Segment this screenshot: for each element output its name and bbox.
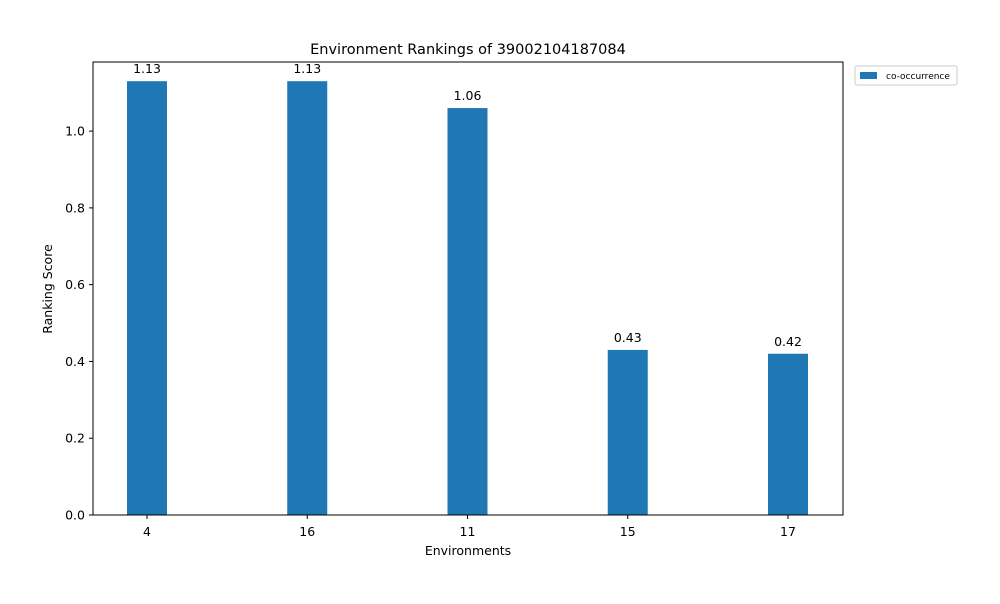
x-tick-label: 4 — [143, 524, 151, 539]
bar — [607, 349, 648, 515]
y-tick-label: 0.4 — [65, 354, 85, 369]
x-tick-label: 16 — [299, 524, 315, 539]
bar-value-label: 1.06 — [454, 88, 482, 103]
bar-value-label: 1.13 — [293, 61, 321, 76]
y-tick-label: 0.8 — [65, 200, 85, 215]
y-tick-label: 0.2 — [65, 431, 85, 446]
y-axis-label: Ranking Score — [40, 244, 55, 334]
bar — [287, 81, 328, 515]
legend-frame — [854, 65, 958, 86]
bar — [768, 353, 808, 515]
bar-value-label: 0.42 — [774, 334, 802, 349]
bar — [447, 108, 488, 515]
legend-label: co-occurrence — [886, 72, 950, 82]
bar-value-label: 0.43 — [614, 330, 642, 345]
chart-title: Environment Rankings of 39002104187084 — [310, 42, 626, 58]
x-tick-label: 15 — [620, 524, 636, 539]
legend-swatch — [860, 72, 877, 79]
bar-value-label: 1.13 — [133, 61, 161, 76]
plot-area: 1.13 4 1.13 16 1.06 11 0.43 15 0.42 17 0.0 0.2 0.4 0.… — [65, 61, 844, 539]
y-tick-label: 0.6 — [65, 277, 85, 292]
x-tick-label: 17 — [780, 524, 796, 539]
x-tick-label: 11 — [460, 524, 476, 539]
x-axis-label: Environments — [425, 543, 511, 558]
y-tick-label: 0.0 — [65, 508, 85, 523]
legend: co-occurrence — [854, 65, 958, 86]
y-tick-label: 1.0 — [65, 124, 85, 139]
axes-frame — [92, 61, 844, 516]
bar — [127, 81, 167, 515]
